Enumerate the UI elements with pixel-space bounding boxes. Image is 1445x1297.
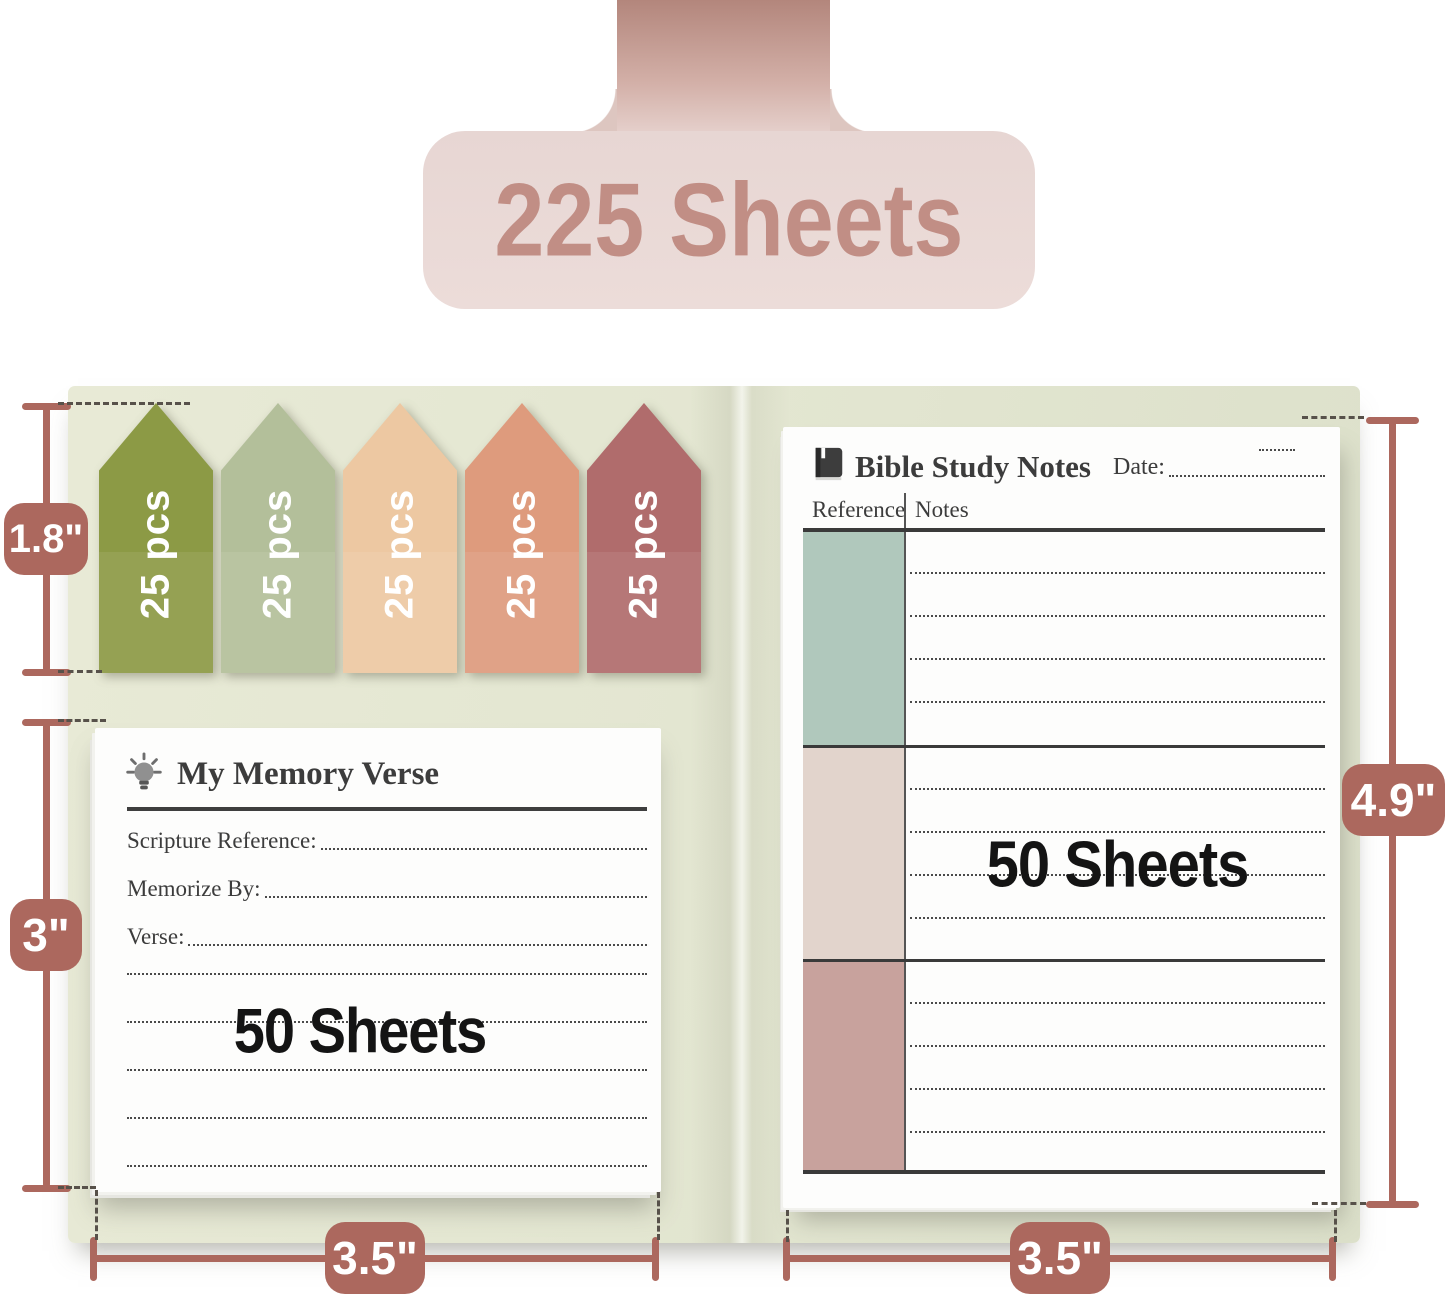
dimension-guide-dash <box>1302 416 1364 419</box>
dimension-tick <box>22 1185 71 1192</box>
banner-stem <box>617 0 830 152</box>
arrow-tab-peach: 25 pcs <box>343 403 457 673</box>
ruled-line <box>910 615 1325 617</box>
ruled-line <box>910 658 1325 660</box>
table-top-rule <box>803 528 1325 532</box>
dimension-tick <box>22 403 71 410</box>
column-header-reference: Reference <box>812 497 906 522</box>
reference-block-mauve <box>803 962 904 1170</box>
reference-block-teal <box>803 532 904 745</box>
mini-dotted-line <box>1259 449 1295 451</box>
reference-block-beige <box>803 748 904 959</box>
arrow-tab-salmon: 25 pcs <box>465 403 579 673</box>
dimension-guide-dash <box>1334 1210 1337 1242</box>
row-separator <box>803 745 1325 748</box>
dotted-write-line <box>188 944 647 946</box>
ruled-line <box>127 1165 647 1167</box>
dimension-tick <box>1329 1237 1336 1281</box>
ruled-line <box>910 874 1325 876</box>
folder-fold-crease <box>690 386 790 1243</box>
ruled-line <box>910 1131 1325 1133</box>
book-icon <box>815 447 843 481</box>
ruled-line <box>127 1117 647 1119</box>
row-separator <box>803 959 1325 962</box>
column-divider <box>904 493 906 1174</box>
dimension-tick <box>783 1237 790 1281</box>
ruled-line <box>910 788 1325 790</box>
dimension-guide-dash <box>786 1210 789 1242</box>
ruled-line <box>910 1088 1325 1090</box>
memory-pad-title: My Memory Verse <box>177 756 440 792</box>
sheet-count-banner: 225 Sheets <box>423 131 1035 309</box>
field-memorize-by: Memorize By: <box>127 876 647 902</box>
dimension-tick <box>22 719 71 726</box>
ruled-line <box>910 572 1325 574</box>
ruled-line <box>910 701 1325 703</box>
dimension-guide-dash <box>58 719 106 722</box>
ruled-line <box>127 973 647 975</box>
tab-count-label: 25 pcs <box>499 488 544 620</box>
ruled-line <box>910 1002 1325 1004</box>
date-field: Date: <box>1113 454 1325 481</box>
arrow-tab-rosewood: 25 pcs <box>587 403 701 673</box>
arrow-tab-olive: 25 pcs <box>99 403 213 673</box>
tab-count-label: 25 pcs <box>621 488 666 620</box>
dotted-write-line <box>320 848 647 850</box>
tab-count-label: 25 pcs <box>255 488 300 620</box>
dimension-label-tab-height: 1.8" <box>4 503 88 575</box>
dimension-tick <box>1366 417 1419 424</box>
ruled-line <box>127 1021 647 1023</box>
column-header-notes: Notes <box>915 497 969 522</box>
bible-pad-sheet-count: 50 Sheets <box>986 828 1250 901</box>
dimension-guide-dash <box>95 1190 98 1240</box>
bible-pad-title: Bible Study Notes <box>855 449 1091 484</box>
dimension-guide-dash <box>58 670 102 673</box>
tab-count-label: 25 pcs <box>377 488 422 620</box>
dimension-label-memory-height: 3" <box>10 899 82 971</box>
dimension-tick <box>652 1237 659 1281</box>
ruled-line <box>910 831 1325 833</box>
header-rule <box>127 807 647 811</box>
dimension-guide-dash <box>58 402 190 405</box>
dimension-guide-dash <box>58 1186 96 1189</box>
dimension-label-memory-width: 3.5" <box>325 1222 425 1294</box>
dimension-tick <box>90 1237 97 1281</box>
lightbulb-icon <box>126 752 162 790</box>
dimension-label-bible-height: 4.9" <box>1342 764 1445 836</box>
dimension-guide-dash <box>657 1192 660 1240</box>
field-verse: Verse: <box>127 924 647 950</box>
dimension-guide-dash <box>1312 1202 1366 1205</box>
arrow-tab-sage: 25 pcs <box>221 403 335 673</box>
ruled-line <box>910 1045 1325 1047</box>
tab-count-label: 25 pcs <box>133 488 178 620</box>
field-scripture-reference: Scripture Reference: <box>127 828 647 854</box>
memory-verse-pad: My Memory Verse Scripture Reference: Mem… <box>95 728 661 1192</box>
table-bottom-rule <box>803 1170 1325 1174</box>
dimension-tick <box>22 669 71 676</box>
ruled-line <box>910 917 1325 919</box>
dotted-write-line <box>264 896 647 898</box>
dimension-label-bible-width: 3.5" <box>1010 1222 1110 1294</box>
total-sheets-label: 225 Sheets <box>494 161 964 278</box>
memory-pad-sheet-count: 50 Sheets <box>233 995 488 1066</box>
bible-notes-pad: Bible Study Notes Date: Reference Notes … <box>783 427 1340 1208</box>
banner-flare-left <box>572 89 617 134</box>
dimension-tick <box>1366 1201 1419 1208</box>
dotted-write-line <box>1168 475 1325 477</box>
banner-flare-right <box>830 89 875 134</box>
ruled-line <box>127 1069 647 1071</box>
